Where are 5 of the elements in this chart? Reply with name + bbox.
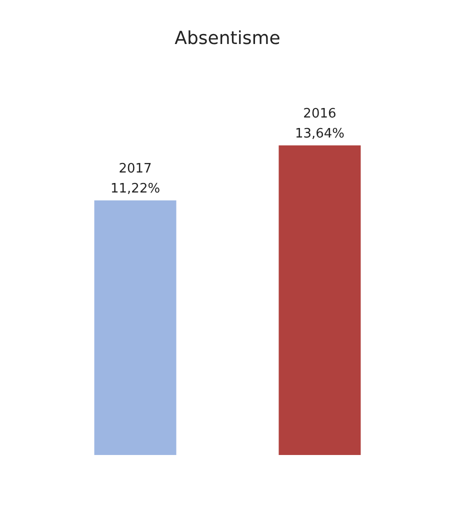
x-tick-label: 2017: [118, 161, 152, 176]
x-tick-label: 2016: [303, 106, 336, 122]
data-label: 13,64%: [294, 126, 345, 142]
data-label: 11,22%: [110, 181, 160, 196]
chart-title: Absentisme: [174, 28, 280, 49]
